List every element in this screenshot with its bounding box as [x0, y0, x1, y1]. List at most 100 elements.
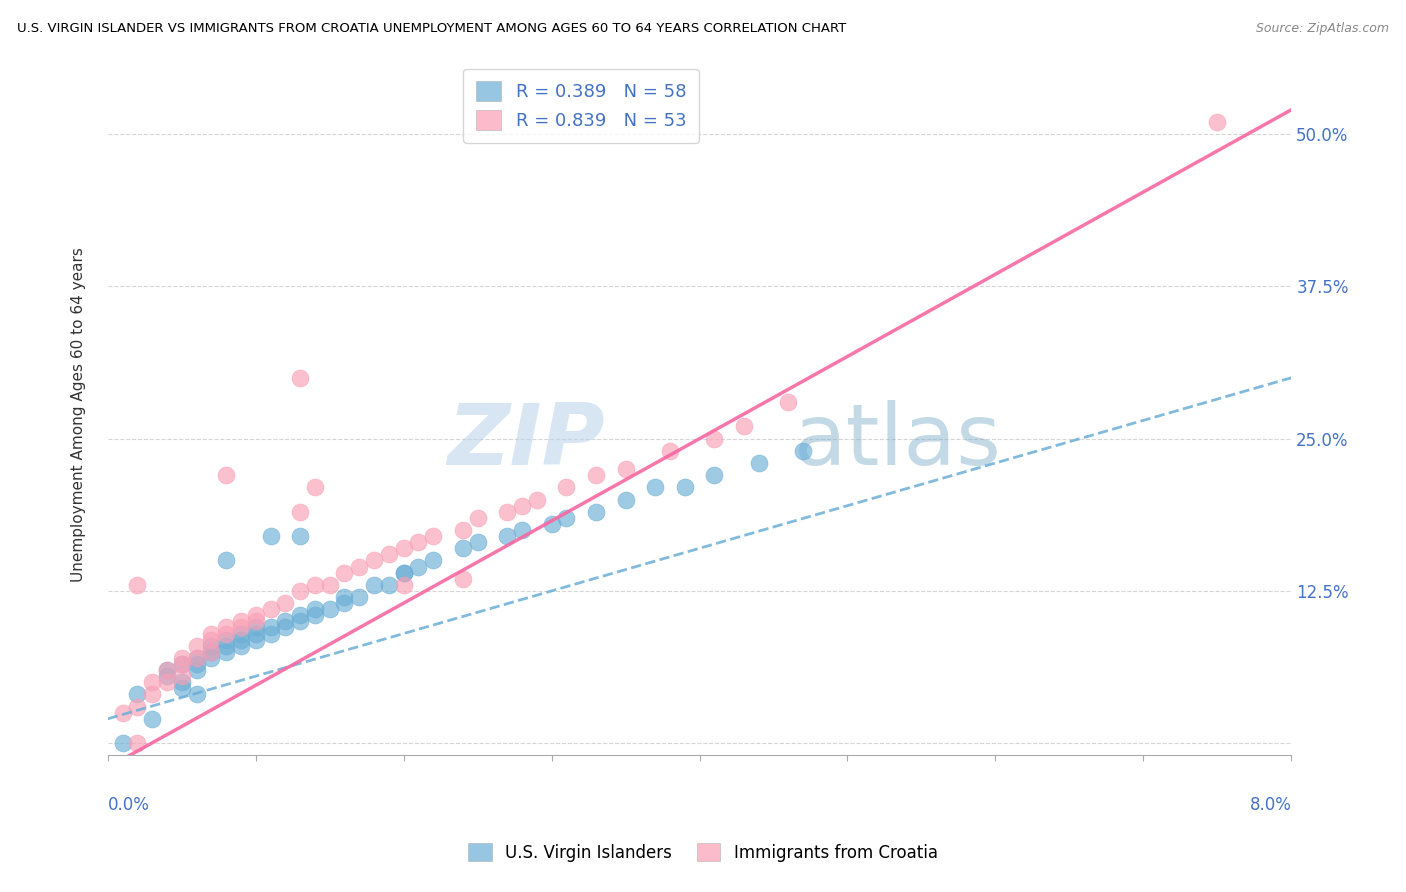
Point: [186, 663, 208, 677]
Point: [141, 675, 163, 690]
Point: [229, 620, 252, 634]
Point: [333, 590, 356, 604]
Point: [349, 590, 371, 604]
Point: [215, 632, 238, 647]
Point: [378, 578, 401, 592]
Point: [170, 651, 193, 665]
Point: [215, 626, 238, 640]
Point: [748, 456, 770, 470]
Point: [304, 608, 326, 623]
Point: [451, 572, 474, 586]
Point: [215, 468, 238, 483]
Point: [259, 602, 281, 616]
Text: Source: ZipAtlas.com: Source: ZipAtlas.com: [1256, 22, 1389, 36]
Point: [186, 688, 208, 702]
Point: [200, 645, 222, 659]
Point: [778, 395, 800, 409]
Point: [392, 578, 415, 592]
Point: [392, 541, 415, 556]
Point: [349, 559, 371, 574]
Point: [496, 529, 519, 543]
Point: [229, 615, 252, 629]
Point: [156, 669, 179, 683]
Point: [274, 620, 297, 634]
Point: [200, 632, 222, 647]
Point: [467, 511, 489, 525]
Point: [186, 639, 208, 653]
Point: [111, 706, 134, 720]
Point: [526, 492, 548, 507]
Point: [408, 535, 430, 549]
Point: [170, 675, 193, 690]
Y-axis label: Unemployment Among Ages 60 to 64 years: Unemployment Among Ages 60 to 64 years: [72, 247, 86, 582]
Legend: U.S. Virgin Islanders, Immigrants from Croatia: U.S. Virgin Islanders, Immigrants from C…: [460, 835, 946, 871]
Point: [200, 651, 222, 665]
Point: [585, 468, 607, 483]
Point: [496, 505, 519, 519]
Point: [451, 541, 474, 556]
Point: [703, 432, 725, 446]
Point: [555, 480, 578, 494]
Point: [304, 480, 326, 494]
Text: atlas: atlas: [794, 401, 1002, 483]
Point: [288, 615, 311, 629]
Point: [585, 505, 607, 519]
Point: [156, 675, 179, 690]
Point: [673, 480, 696, 494]
Point: [333, 566, 356, 580]
Point: [170, 669, 193, 683]
Point: [659, 443, 682, 458]
Point: [422, 529, 444, 543]
Point: [510, 499, 533, 513]
Point: [644, 480, 666, 494]
Point: [304, 602, 326, 616]
Point: [170, 657, 193, 671]
Point: [259, 620, 281, 634]
Point: [156, 663, 179, 677]
Point: [451, 523, 474, 537]
Point: [467, 535, 489, 549]
Point: [792, 443, 814, 458]
Point: [229, 626, 252, 640]
Point: [229, 632, 252, 647]
Point: [245, 608, 267, 623]
Point: [288, 505, 311, 519]
Point: [540, 516, 562, 531]
Point: [288, 583, 311, 598]
Point: [363, 578, 385, 592]
Point: [392, 566, 415, 580]
Point: [170, 657, 193, 671]
Point: [614, 492, 637, 507]
Point: [1206, 115, 1229, 129]
Point: [141, 712, 163, 726]
Point: [288, 529, 311, 543]
Point: [408, 559, 430, 574]
Point: [200, 626, 222, 640]
Point: [127, 578, 149, 592]
Point: [186, 651, 208, 665]
Point: [215, 553, 238, 567]
Point: [200, 639, 222, 653]
Point: [215, 620, 238, 634]
Point: [127, 688, 149, 702]
Point: [186, 657, 208, 671]
Point: [274, 596, 297, 610]
Point: [259, 626, 281, 640]
Point: [259, 529, 281, 543]
Point: [510, 523, 533, 537]
Legend: R = 0.389   N = 58, R = 0.839   N = 53: R = 0.389 N = 58, R = 0.839 N = 53: [464, 69, 699, 143]
Point: [392, 566, 415, 580]
Point: [245, 620, 267, 634]
Point: [186, 651, 208, 665]
Point: [555, 511, 578, 525]
Point: [422, 553, 444, 567]
Point: [245, 615, 267, 629]
Point: [378, 547, 401, 561]
Point: [318, 602, 340, 616]
Point: [733, 419, 755, 434]
Point: [363, 553, 385, 567]
Point: [318, 578, 340, 592]
Text: U.S. VIRGIN ISLANDER VS IMMIGRANTS FROM CROATIA UNEMPLOYMENT AMONG AGES 60 TO 64: U.S. VIRGIN ISLANDER VS IMMIGRANTS FROM …: [17, 22, 846, 36]
Point: [215, 639, 238, 653]
Point: [229, 639, 252, 653]
